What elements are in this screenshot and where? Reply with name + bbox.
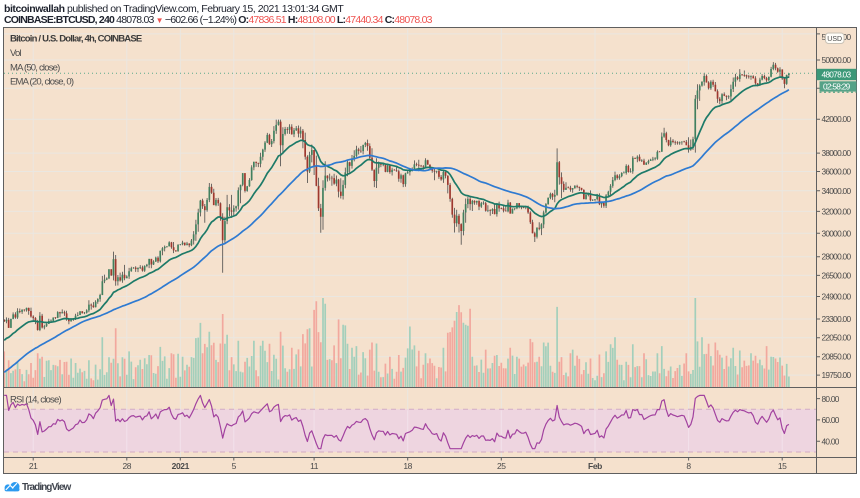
- svg-text:26500.00: 26500.00: [822, 270, 852, 280]
- svg-text:RSI (14, close): RSI (14, close): [10, 394, 61, 405]
- svg-text:60.00: 60.00: [822, 415, 840, 425]
- svg-text:28: 28: [122, 461, 131, 471]
- svg-text:23300.00: 23300.00: [822, 314, 852, 324]
- svg-text:36000.00: 36000.00: [822, 167, 852, 177]
- svg-text:Vol: Vol: [10, 48, 21, 59]
- svg-text:42000.00: 42000.00: [822, 114, 852, 124]
- svg-text:19750.00: 19750.00: [822, 370, 852, 380]
- svg-text:Feb: Feb: [588, 461, 602, 471]
- svg-text:40.00: 40.00: [822, 437, 840, 447]
- svg-text:MA (50, close): MA (50, close): [10, 62, 60, 73]
- svg-text:80.00: 80.00: [822, 394, 840, 404]
- svg-text:21: 21: [29, 461, 38, 471]
- svg-text:32000.00: 32000.00: [822, 206, 852, 216]
- svg-text:5: 5: [232, 461, 237, 471]
- svg-text:34000.00: 34000.00: [822, 186, 852, 196]
- svg-text:22050.00: 22050.00: [822, 333, 852, 343]
- svg-text:EMA (20, close, 0): EMA (20, close, 0): [10, 77, 74, 88]
- svg-text:25: 25: [497, 461, 506, 471]
- svg-text:2021: 2021: [172, 461, 190, 471]
- svg-text:11: 11: [310, 461, 319, 471]
- svg-text:15: 15: [778, 461, 787, 471]
- svg-text:18: 18: [403, 461, 412, 471]
- svg-text:48078.03: 48078.03: [822, 69, 852, 79]
- svg-text:50000.00: 50000.00: [822, 55, 852, 65]
- svg-text:30000.00: 30000.00: [822, 228, 852, 238]
- svg-text:28000.00: 28000.00: [822, 252, 852, 262]
- svg-text:38000.00: 38000.00: [822, 148, 852, 158]
- svg-text:20850.00: 20850.00: [822, 352, 852, 362]
- svg-text:USD: USD: [827, 36, 842, 43]
- svg-text:8: 8: [686, 461, 691, 471]
- svg-text:02:58:29: 02:58:29: [823, 81, 851, 91]
- svg-text:Bitcoin / U.S. Dollar, 4h, COI: Bitcoin / U.S. Dollar, 4h, COINBASE: [10, 34, 142, 45]
- svg-text:24900.00: 24900.00: [822, 292, 852, 302]
